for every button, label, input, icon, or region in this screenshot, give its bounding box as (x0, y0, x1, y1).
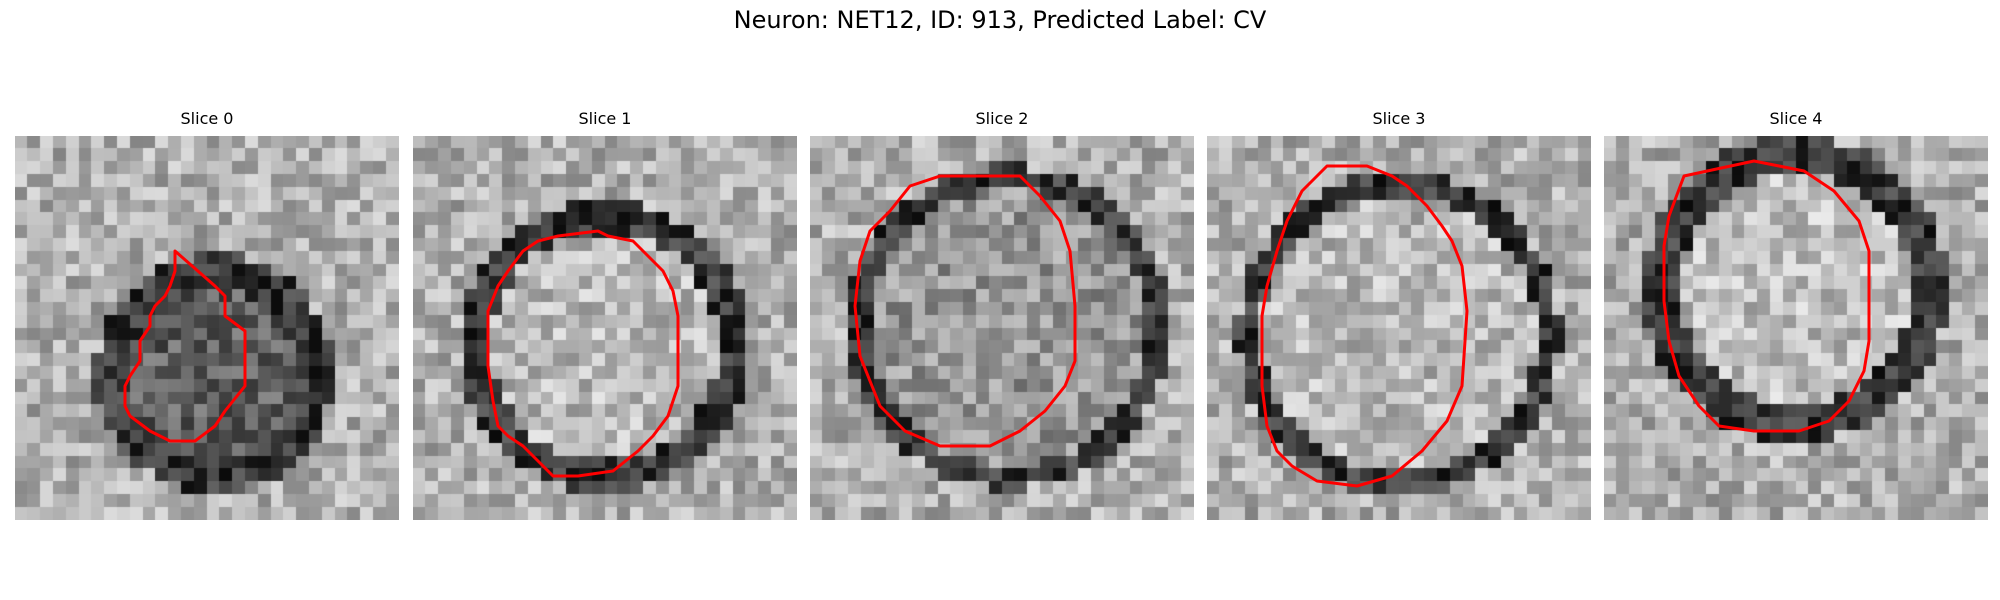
segmentation-contour-4 (1662, 159, 1871, 433)
slice-panel-2: Slice 2 (810, 108, 1194, 520)
slice-panel-4: Slice 4 (1604, 108, 1988, 520)
grayscale-micrograph-0 (15, 136, 399, 520)
slice-panel-3: Slice 3 (1207, 108, 1591, 520)
slice-panel-1: Slice 1 (413, 108, 797, 520)
segmentation-contour-3 (1260, 164, 1469, 488)
grayscale-micrograph-1 (413, 136, 797, 520)
grayscale-micrograph-3 (1207, 136, 1591, 520)
segmentation-contour-2 (853, 174, 1077, 448)
figure-title: Neuron: NET12, ID: 913, Predicted Label:… (733, 6, 1267, 34)
slice-image-1 (413, 136, 797, 520)
slice-panel-0: Slice 0 (15, 108, 399, 520)
segmentation-contour-0 (123, 249, 247, 443)
slice-title-1: Slice 1 (578, 109, 632, 128)
segmentation-contour-1 (486, 229, 680, 478)
grayscale-micrograph-2 (810, 136, 1194, 520)
slice-image-2 (810, 136, 1194, 520)
slice-image-4 (1604, 136, 1988, 520)
slice-title-3: Slice 3 (1372, 109, 1426, 128)
slice-image-0 (15, 136, 399, 520)
slice-image-3 (1207, 136, 1591, 520)
slice-title-2: Slice 2 (975, 109, 1029, 128)
slice-title-4: Slice 4 (1769, 109, 1823, 128)
slice-title-0: Slice 0 (180, 109, 234, 128)
